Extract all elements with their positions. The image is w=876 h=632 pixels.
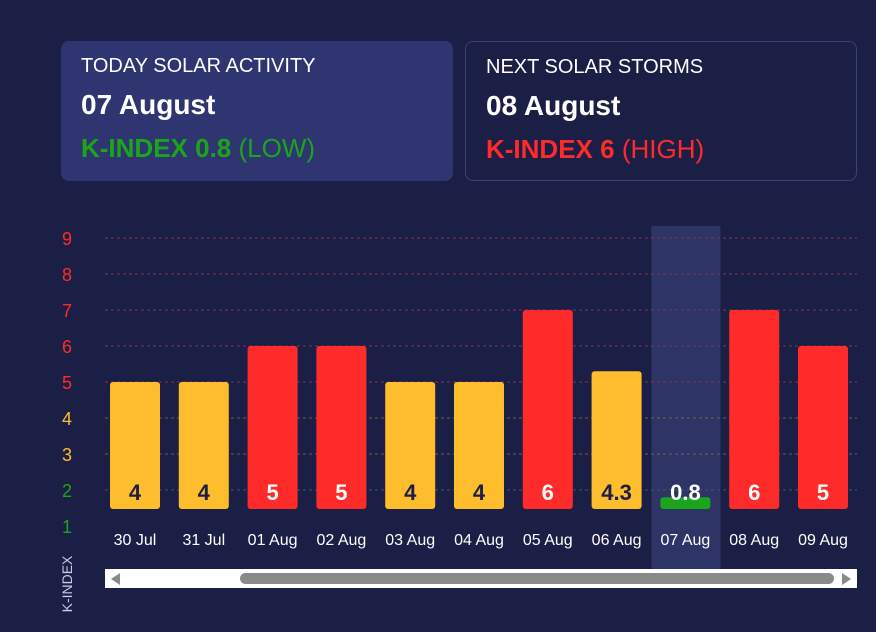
y-tick-label: 9 [62,229,72,249]
today-card-date: 07 August [81,89,216,120]
today-card-label: TODAY SOLAR ACTIVITY [81,55,316,77]
x-tick-label: 02 Aug [316,532,366,549]
scrollbar-thumb[interactable] [240,573,834,584]
bar-value-label: 5 [817,480,829,505]
bar [729,310,780,509]
bar-value-label: 5 [266,480,278,505]
bar [247,346,298,509]
next-card-label: NEXT SOLAR STORMS [486,56,704,78]
highlight-column [651,226,721,570]
y-tick-label: 2 [62,481,72,501]
triangle-right-icon[interactable] [842,573,851,585]
x-tick-label: 08 Aug [729,532,779,549]
bar-value-label: 4 [198,480,211,505]
bar-value-label: 4.3 [601,480,632,505]
next-kindex-level: (HIGH) [621,134,705,164]
today-card-kindex: K-INDEX 0.8 (LOW) [81,132,433,164]
x-tick-label: 09 Aug [798,532,848,549]
x-tick-label: 01 Aug [248,532,298,549]
bar [798,346,848,509]
y-tick-label: 8 [62,265,72,285]
x-tick-label: 07 Aug [660,532,710,549]
today-activity-card: TODAY SOLAR ACTIVITY 07 August K-INDEX 0… [61,41,453,181]
bar [591,371,642,509]
bar [522,310,573,509]
bar [385,382,436,509]
today-kindex-level: (LOW) [238,133,316,163]
today-kindex-value: K-INDEX 0.8 [81,133,232,163]
x-tick-label: 06 Aug [592,532,642,549]
y-tick-label: 1 [62,517,72,537]
next-storms-card: NEXT SOLAR STORMS 08 August K-INDEX 6 (H… [465,41,857,181]
bar-value-label: 6 [542,480,554,505]
bar-value-label: 6 [748,480,760,505]
x-tick-label: 30 Jul [114,532,157,549]
x-tick-label: 03 Aug [385,532,435,549]
bar-value-label: 0.8 [670,480,701,505]
bar [178,382,229,509]
bar-value-label: 4 [404,480,417,505]
y-tick-label: 3 [62,445,72,465]
bar [660,497,711,509]
bar [454,382,504,509]
y-axis-label: K-INDEX [59,555,75,612]
triangle-left-icon[interactable] [111,573,120,585]
bar-value-label: 4 [473,480,486,505]
x-tick-label: 04 Aug [454,532,504,549]
y-tick-label: 5 [62,373,72,393]
y-tick-label: 4 [62,409,72,429]
x-tick-label: 31 Jul [182,532,225,549]
bar-value-label: 5 [335,480,347,505]
bar [316,346,367,509]
y-tick-label: 6 [62,337,72,357]
x-tick-label: 05 Aug [523,532,573,549]
next-kindex-value: K-INDEX 6 [486,134,615,164]
next-card-date: 08 August [486,90,621,121]
chart-scrollbar[interactable] [105,569,857,588]
bar [110,382,160,509]
y-tick-label: 7 [62,301,72,321]
next-card-kindex: K-INDEX 6 (HIGH) [486,133,836,165]
bar-value-label: 4 [129,480,142,505]
